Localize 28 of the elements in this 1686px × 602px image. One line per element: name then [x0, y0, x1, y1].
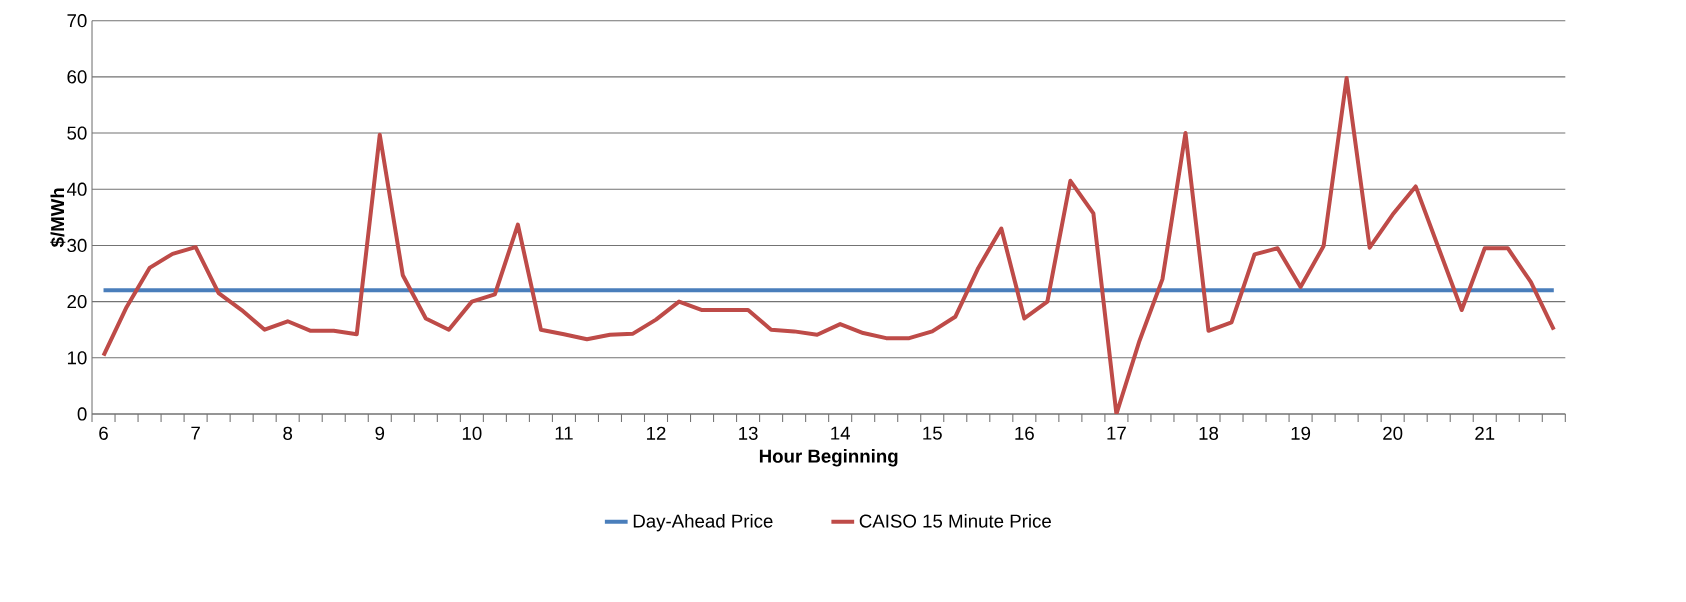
- x-tick-label: 7: [191, 426, 200, 440]
- y-tick-label: 20: [67, 294, 87, 309]
- y-tick-label: 60: [67, 70, 87, 84]
- y-tick-label: 0: [77, 407, 87, 421]
- x-tick-label: 12: [647, 426, 666, 440]
- x-tick-label: 8: [283, 426, 293, 440]
- legend-label: Day-Ahead Price: [633, 513, 773, 532]
- y-tick-label: 40: [66, 182, 87, 196]
- y-tick-label: 50: [67, 126, 87, 140]
- y-tick-label: 10: [67, 351, 87, 365]
- x-axis-title: Hour Beginning: [759, 449, 898, 467]
- x-tick-label: 15: [923, 426, 942, 440]
- x-tick-label: 20: [1383, 426, 1403, 440]
- x-tick-label: 11: [555, 426, 573, 440]
- y-tick-label: 30: [67, 238, 87, 253]
- y-axis-title: $/MWh: [50, 188, 66, 248]
- x-tick-label: 18: [1199, 426, 1219, 440]
- x-tick-label: 10: [462, 426, 482, 440]
- legend-label: CAISO 15 Minute Price: [859, 513, 1051, 528]
- x-tick-label: 17: [1107, 426, 1126, 440]
- x-tick-label: 13: [739, 426, 758, 440]
- x-tick-label: 6: [99, 426, 108, 440]
- x-tick-label: 21: [1475, 426, 1495, 440]
- x-tick-label: 16: [1015, 426, 1034, 440]
- x-tick-label: 19: [1291, 426, 1311, 440]
- x-tick-label: 14: [831, 426, 850, 440]
- y-tick-label: 70: [67, 14, 87, 28]
- x-tick-label: 9: [375, 426, 385, 440]
